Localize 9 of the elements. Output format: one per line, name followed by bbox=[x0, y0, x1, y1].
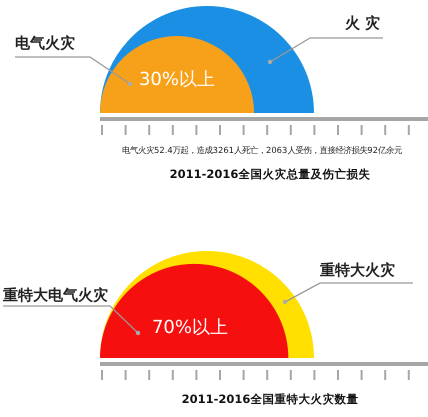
category-label: 火 灾 bbox=[345, 14, 380, 32]
text: 2011-2016全国重特大火灾数量 bbox=[182, 392, 358, 406]
category-label: 重特大火灾 bbox=[319, 261, 395, 279]
category-label: 重特大电气火灾 bbox=[2, 286, 108, 304]
text: 2011-2016全国火灾总量及伤亡损失 bbox=[170, 167, 372, 181]
data-label: 30%以上 bbox=[138, 69, 216, 90]
text: 电气火灾52.4万起，造成3261人死亡，2063人受伤，直接经济损失92亿余元 bbox=[122, 145, 402, 155]
data-label: 70%以上 bbox=[152, 317, 228, 338]
category-label: 电气火灾 bbox=[15, 34, 75, 52]
